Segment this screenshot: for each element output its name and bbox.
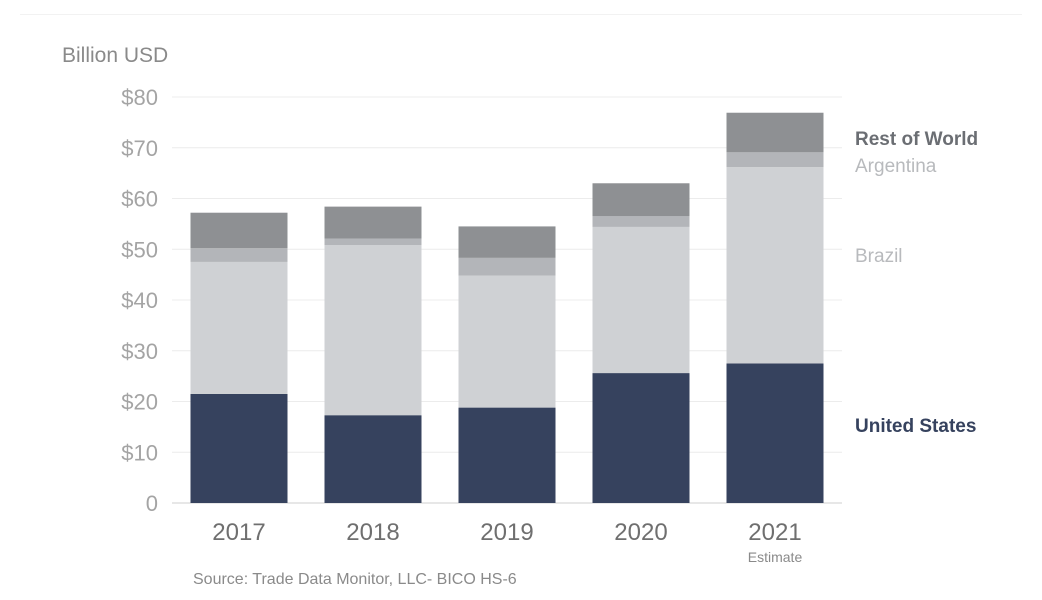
y-tick-label: $50 <box>121 237 158 262</box>
x-tick-label: 2021 <box>748 519 801 546</box>
source-note: Source: Trade Data Monitor, LLC- BICO HS… <box>193 571 517 588</box>
y-tick-label: $40 <box>121 288 158 313</box>
bar-segment <box>726 112 824 153</box>
y-tick-label: $60 <box>121 187 158 212</box>
top-divider <box>20 14 1022 15</box>
bar-segment <box>190 393 288 503</box>
legend-label: Rest of World <box>855 129 978 150</box>
bar-segment <box>324 245 422 416</box>
y-tick-label: 0 <box>146 491 158 516</box>
legend-label: United States <box>855 416 976 437</box>
bar-segment <box>324 206 422 239</box>
bar-segment <box>726 167 824 364</box>
bar-segment <box>592 183 690 217</box>
bar-segment <box>726 363 824 503</box>
x-tick-label: 2020 <box>614 519 667 546</box>
bar-segment <box>592 373 690 503</box>
legend-label: Argentina <box>855 156 937 177</box>
bar-segment <box>190 261 288 394</box>
x-tick-note: Estimate <box>748 549 803 565</box>
legend: United States Brazil Argentina Rest of Worl… <box>855 129 978 437</box>
bar-segment <box>458 226 556 258</box>
bars <box>190 112 824 503</box>
bar-segment <box>190 248 288 262</box>
bar-segment <box>726 152 824 168</box>
y-axis-label: Billion USD <box>62 44 168 67</box>
bar-segment <box>592 226 690 374</box>
legend-label: Brazil <box>855 246 903 267</box>
bar-segment <box>190 212 288 249</box>
x-axis-ticks: 2017 2018 2019 2020 2021 Estimate <box>212 519 802 565</box>
x-tick-label: 2018 <box>346 519 399 546</box>
y-tick-label: $10 <box>121 440 158 465</box>
bar-segment <box>592 216 690 227</box>
y-tick-label: $70 <box>121 136 158 161</box>
bar-segment <box>458 275 556 408</box>
bar-segment <box>458 257 556 276</box>
bar-segment <box>324 238 422 246</box>
bar-segment <box>458 407 556 503</box>
x-tick-label: 2019 <box>480 519 533 546</box>
y-tick-label: $30 <box>121 339 158 364</box>
bar-segment <box>324 415 422 503</box>
y-tick-label: $80 <box>121 85 158 110</box>
y-tick-label: $20 <box>121 390 158 415</box>
x-tick-label: 2017 <box>212 519 265 546</box>
y-axis-ticks: 0 $10 $20 $30 $40 $50 $60 $70 $80 <box>121 85 158 516</box>
